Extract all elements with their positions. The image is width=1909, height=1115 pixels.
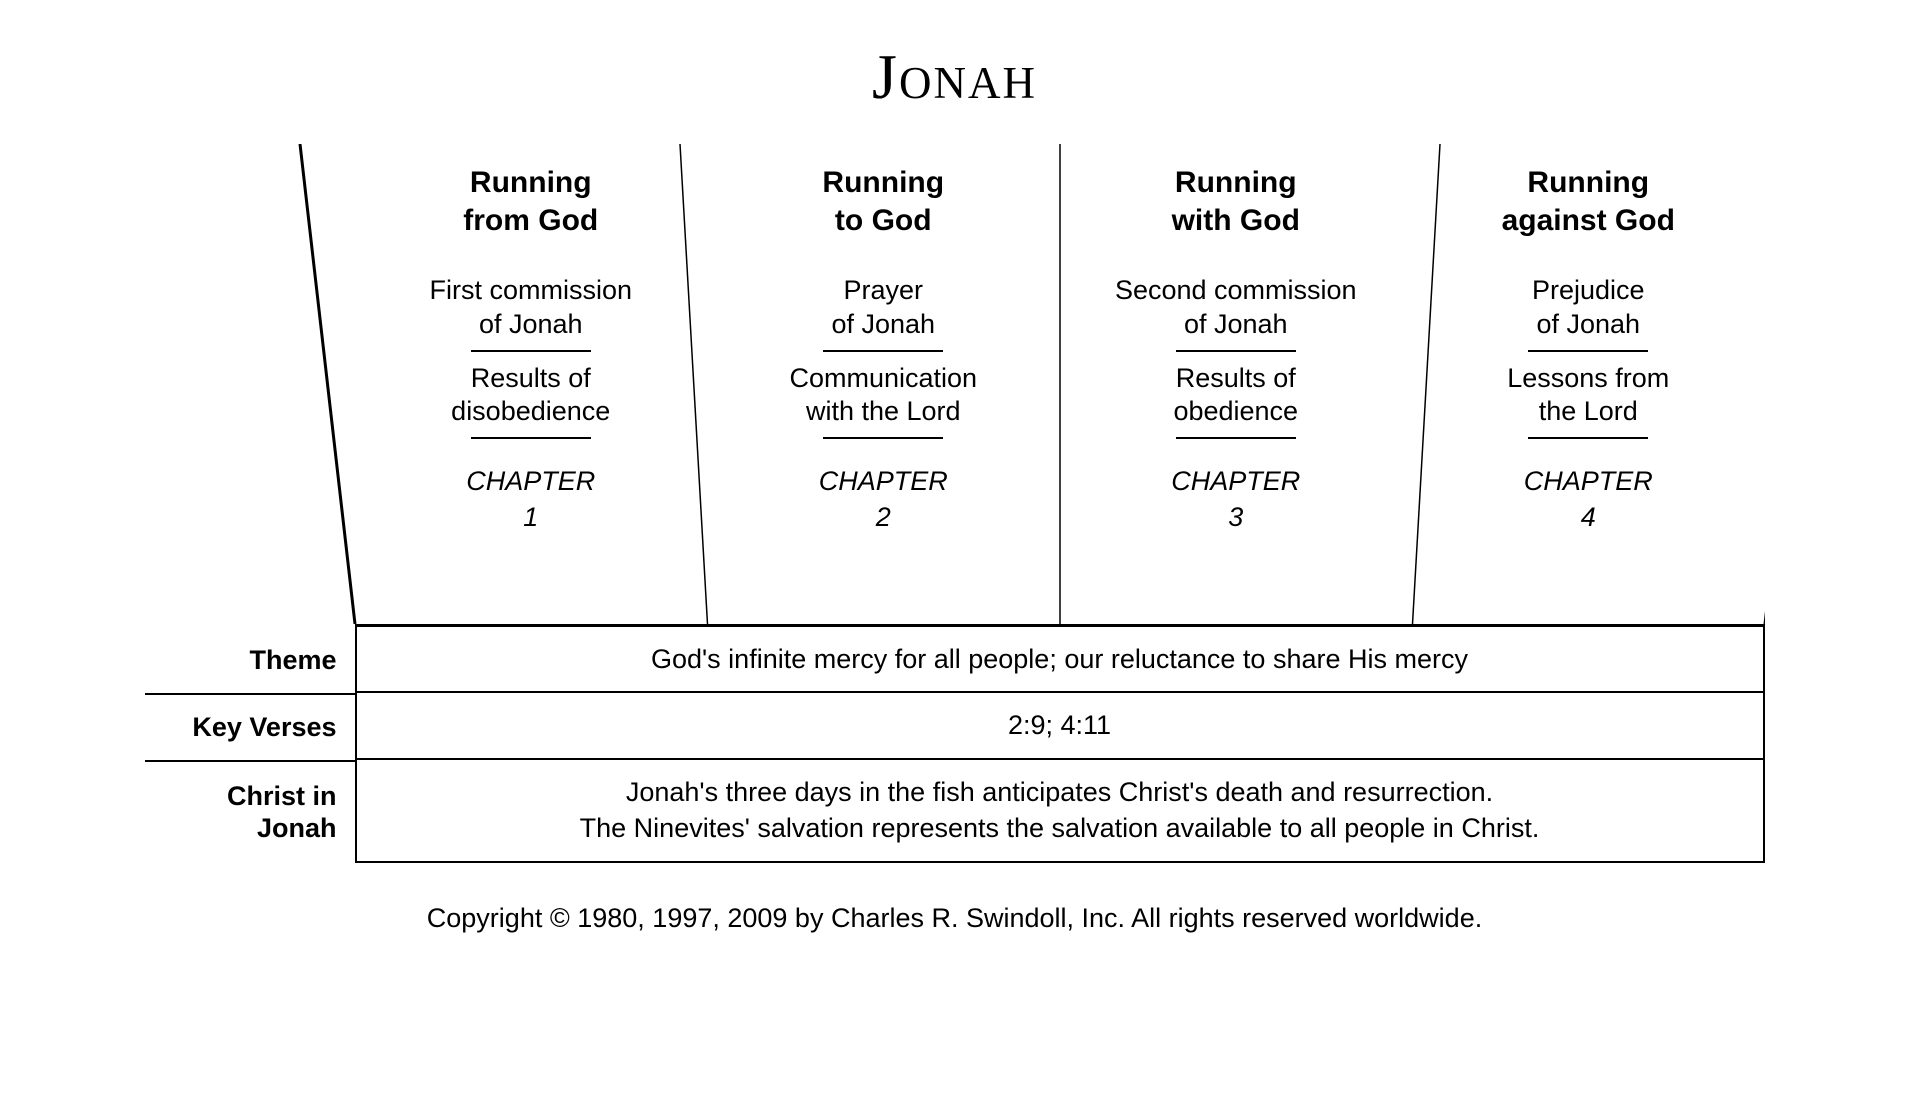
- heading-line1: Running: [1080, 164, 1393, 202]
- divider-line: [1528, 437, 1648, 439]
- heading-line2: with God: [1080, 202, 1393, 240]
- table-row: Christ in Jonah Jonah's three days in the…: [145, 760, 1765, 863]
- column-heading: Running from God: [375, 164, 688, 239]
- row-value-line: The Ninevites' salvation represents the …: [580, 810, 1540, 846]
- column-heading: Running against God: [1432, 164, 1745, 239]
- subheading-2: Communicationwith the Lord: [727, 362, 1040, 430]
- row-value-line: God's infinite mercy for all people; our…: [651, 641, 1468, 677]
- subheading-1: Prayerof Jonah: [727, 274, 1040, 342]
- subheading-2: Results ofdisobedience: [375, 362, 688, 430]
- chapter-column-4: Running against God Prejudiceof Jonah Le…: [1412, 164, 1765, 624]
- chapter-column-3: Running with God Second commissionof Jon…: [1060, 164, 1413, 624]
- page-title: Jonah: [60, 40, 1849, 114]
- chapter-columns: Running from God First commissionof Jona…: [355, 144, 1765, 624]
- row-label: Theme: [145, 624, 355, 693]
- subheading-2: Lessons fromthe Lord: [1432, 362, 1745, 430]
- heading-line1: Running: [1432, 164, 1745, 202]
- divider-line: [471, 350, 591, 352]
- chapter-label: CHAPTER3: [1080, 463, 1393, 536]
- divider-line: [1528, 350, 1648, 352]
- divider-line: [1176, 350, 1296, 352]
- divider-line: [823, 350, 943, 352]
- row-value-line: 2:9; 4:11: [1008, 707, 1111, 743]
- subheading-1: Prejudiceof Jonah: [1432, 274, 1745, 342]
- summary-table: Theme God's infinite mercy for all people…: [145, 624, 1765, 863]
- row-value: Jonah's three days in the fish anticipat…: [355, 760, 1765, 863]
- table-row: Key Verses 2:9; 4:11: [145, 693, 1765, 759]
- column-heading: Running to God: [727, 164, 1040, 239]
- heading-line2: to God: [727, 202, 1040, 240]
- divider-line: [1176, 437, 1296, 439]
- heading-line2: against God: [1432, 202, 1745, 240]
- copyright-text: Copyright © 1980, 1997, 2009 by Charles …: [60, 903, 1849, 934]
- chapter-column-2: Running to God Prayerof Jonah Communicat…: [707, 164, 1060, 624]
- heading-line1: Running: [727, 164, 1040, 202]
- row-label: Key Verses: [145, 693, 355, 759]
- table-row: Theme God's infinite mercy for all people…: [145, 624, 1765, 693]
- chart-container: Running from God First commissionof Jona…: [145, 144, 1765, 863]
- chapter-label: CHAPTER1: [375, 463, 688, 536]
- row-label: Christ in Jonah: [145, 760, 355, 863]
- chapter-label: CHAPTER2: [727, 463, 1040, 536]
- subheading-1: First commissionof Jonah: [375, 274, 688, 342]
- heading-line2: from God: [375, 202, 688, 240]
- subheading-2: Results ofobedience: [1080, 362, 1393, 430]
- column-heading: Running with God: [1080, 164, 1393, 239]
- divider-line: [471, 437, 591, 439]
- heading-line1: Running: [375, 164, 688, 202]
- row-value: 2:9; 4:11: [355, 693, 1765, 759]
- row-value-line: Jonah's three days in the fish anticipat…: [626, 774, 1493, 810]
- divider-line: [823, 437, 943, 439]
- chapter-label: CHAPTER4: [1432, 463, 1745, 536]
- row-value: God's infinite mercy for all people; our…: [355, 624, 1765, 693]
- subheading-1: Second commissionof Jonah: [1080, 274, 1393, 342]
- chapter-column-1: Running from God First commissionof Jona…: [355, 164, 708, 624]
